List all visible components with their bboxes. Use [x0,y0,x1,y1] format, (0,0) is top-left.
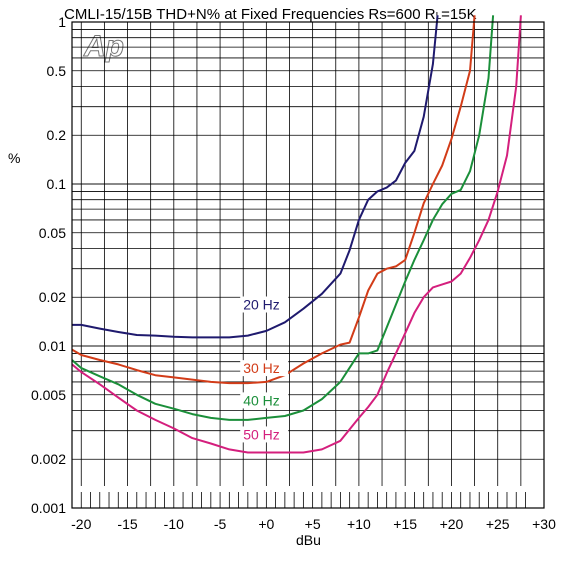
tick-mask [101,486,109,508]
series-line-20-hz [72,15,439,339]
y-tick-label: 0.01 [39,338,66,354]
x-tick-label: +20 [440,516,464,532]
y-tick-label: 0.2 [47,127,67,143]
series-line-40-hz [71,15,495,421]
tick-mask [309,486,317,508]
x-tick-label: -10 [164,516,184,532]
chart-title: CMLI-15/15B THD+N% at Fixed Frequencies … [64,6,477,23]
chart-title-main: CMLI-15/15B THD+N% at Fixed Frequencies … [64,6,436,23]
y-tick-label: 0.005 [31,387,66,403]
tick-mask [355,486,363,508]
tick-mask [332,486,340,508]
x-tick-label: -5 [214,516,227,532]
x-tick-label: +10 [347,516,371,532]
series-label: 30 Hz [243,360,280,376]
tick-mask [240,486,248,508]
series-group: 20 Hz 30 Hz 40 Hz 50 Hz [71,15,522,454]
series-label-bg [240,360,289,377]
series-label-bg [240,426,289,443]
tick-mask [147,486,155,508]
y-tick-label: 0.5 [47,63,67,79]
series-label: 40 Hz [243,392,280,408]
y-tick-label: 0.02 [39,289,66,305]
x-axis-label: dBu [296,532,321,548]
x-tick-label: -20 [71,516,91,532]
grid [72,22,545,508]
series-line-30-hz [71,15,476,385]
y-tick-label: 0.1 [47,176,67,192]
tick-mask [286,486,294,508]
tick-mask [263,486,271,508]
tick-mask [124,486,132,508]
y-tick-label: 0.05 [39,225,66,241]
series-line-50-hz [71,15,522,454]
tick-mask [402,486,410,508]
x-tick-label: +30 [532,516,556,532]
tick-mask [448,486,456,508]
tick-mask [193,486,201,508]
y-tick-label: 1 [58,14,66,30]
tick-marks [78,486,526,508]
x-tick-label: +25 [486,516,510,532]
series-label-bg [240,296,289,313]
y-axis-label: % [8,150,21,166]
x-tick-label: +5 [305,516,321,532]
y-tick-label: 0.002 [31,451,66,467]
tick-mask [517,486,525,508]
x-tick-label: +0 [258,516,274,532]
tick-labels: 0.001 0.002 0.005 0.01 0.02 0.05 0.1 0.2 0.5 1 -20… [31,14,556,532]
x-tick-label: +15 [393,516,417,532]
tick-mask [170,486,178,508]
x-tick-label: -15 [117,516,137,532]
tick-mask [217,486,225,508]
series-label-bg [240,392,289,409]
tick-mask [494,486,502,508]
tick-mask [425,486,433,508]
plot-frame [71,21,545,509]
tick-mask [471,486,479,508]
chart-title-tail: =15K [441,6,477,23]
tick-mask [78,486,86,508]
series-label: 50 Hz [243,426,280,442]
y-tick-label: 0.001 [31,500,66,516]
series-label: 20 Hz [243,296,280,312]
tick-mask [379,486,387,508]
